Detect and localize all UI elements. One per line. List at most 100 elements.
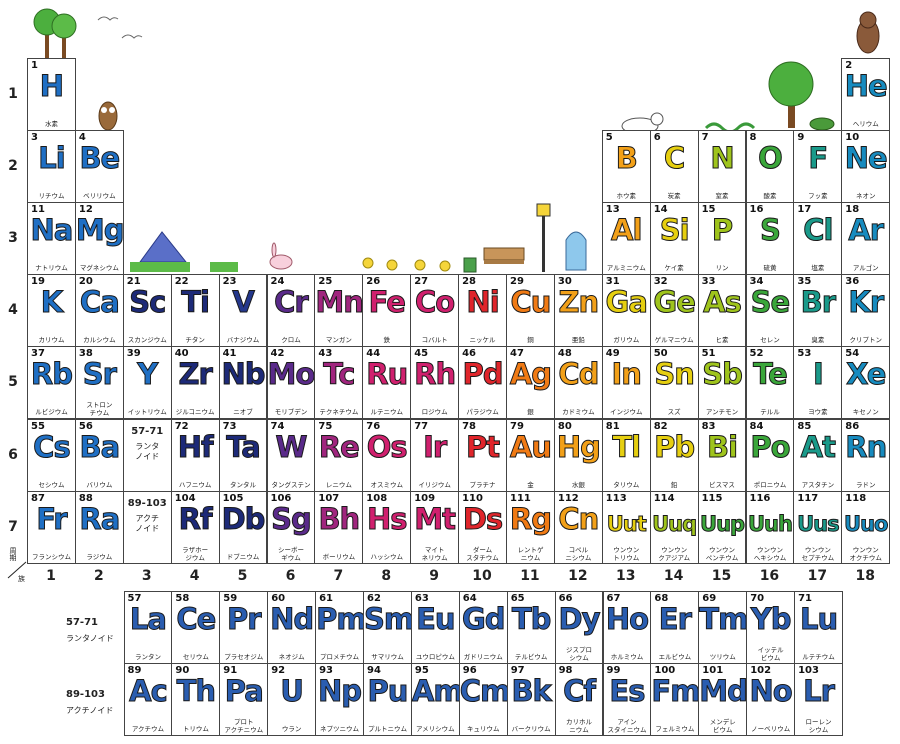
- element-symbol: Np: [318, 674, 363, 708]
- element-name-jp: ストロン チウム: [86, 401, 113, 418]
- element-name-jp: プロト アクチニウム: [224, 718, 264, 734]
- atomic-number: 56: [78, 420, 93, 432]
- element-name-jp: ガリウム: [613, 336, 640, 345]
- atomic-number: 69: [702, 593, 717, 604]
- element-cell: 19 K カリウム: [27, 274, 76, 348]
- element-cell: 56 Ba バリウム: [74, 418, 124, 492]
- atomic-number: 14: [653, 204, 668, 216]
- element-symbol: Xe: [846, 357, 887, 392]
- element-symbol: Yb: [750, 602, 792, 636]
- element-name-jp: プロメチウム: [320, 653, 360, 661]
- element-cell: 60 Nd ネオジム: [267, 591, 317, 664]
- element-cell: 98 Cf カリホル ニウム: [554, 663, 604, 736]
- period-label: 3: [8, 230, 18, 247]
- element-cell: 61 Pm プロメチウム: [315, 591, 367, 664]
- element-name-jp: ウンウン オクチウム: [849, 545, 882, 562]
- element-cell: 111 Rg レントゲ ニウム: [506, 490, 555, 564]
- atomic-number: 88: [78, 492, 93, 504]
- element-symbol: Lr: [803, 674, 836, 708]
- atomic-number: 99: [606, 665, 621, 676]
- element-name-jp: 銅: [527, 336, 534, 345]
- element-name-jp: コバルト: [421, 336, 448, 345]
- atomic-number: 63: [414, 593, 429, 604]
- group-label: 10: [472, 568, 492, 584]
- element-symbol: Am: [411, 674, 464, 708]
- element-name-jp: トリウム: [182, 725, 209, 733]
- element-cell: 23 V バナジウム: [218, 274, 268, 348]
- element-symbol: Na: [30, 213, 74, 248]
- atomic-number: 51: [701, 348, 716, 360]
- trash-bin-icon: [463, 257, 477, 273]
- atomic-number: 17: [797, 204, 812, 216]
- element-name-jp: オスミウム: [370, 480, 403, 489]
- series-name: アクチノイド: [66, 706, 114, 715]
- element-cell: 99 Es アイン スタイニウム: [602, 663, 652, 736]
- element-cell: 64 Gd ガドリニウム: [458, 591, 508, 664]
- atomic-number: 87: [31, 492, 45, 504]
- element-symbol: Cf: [563, 674, 597, 708]
- element-name-jp: カリホル ニウム: [566, 718, 593, 734]
- element-name-jp: ロジウム: [421, 408, 448, 417]
- element-name-jp: アクチウム: [131, 725, 165, 733]
- element-symbol: Te: [753, 357, 789, 392]
- element-symbol: Ar: [848, 213, 885, 248]
- atomic-number: 110: [462, 492, 483, 504]
- element-cell: 20 Ca カルシウム: [74, 274, 124, 348]
- element-symbol: C: [663, 141, 685, 176]
- element-name-jp: バリウム: [86, 480, 113, 489]
- atomic-number: 49: [605, 348, 620, 360]
- element-symbol: Rb: [30, 357, 73, 392]
- atomic-number: 83: [701, 420, 716, 432]
- atomic-number: 50: [653, 348, 668, 360]
- element-name-jp: タンタル: [230, 480, 257, 489]
- element-name-jp: アメリシウム: [415, 725, 455, 733]
- element-name-jp: ネオン: [855, 192, 876, 201]
- element-cell: 91 Pa プロト アクチニウム: [219, 663, 269, 736]
- period-label: 1: [8, 86, 18, 102]
- element-cell: 92 U ウラン: [267, 663, 317, 736]
- element-symbol: V: [232, 285, 255, 320]
- element-cell: 5 B ホウ素: [601, 130, 651, 204]
- element-cell: 17 Cl 塩素: [793, 202, 843, 276]
- atomic-number: 28: [462, 276, 477, 288]
- element-symbol: Gd: [461, 602, 506, 636]
- element-cell: 68 Er エルビウム: [650, 591, 700, 664]
- atomic-number: 98: [558, 665, 573, 676]
- atomic-number: 94: [367, 665, 381, 676]
- element-name-jp: フッ素: [808, 192, 828, 201]
- atomic-number: 13: [605, 204, 620, 216]
- element-symbol: K: [40, 285, 63, 320]
- element-symbol: N: [710, 141, 735, 176]
- element-cell: 27 Co コバルト: [410, 274, 460, 348]
- period-label: 5: [8, 374, 18, 391]
- atomic-number: 1: [31, 60, 38, 71]
- element-name-jp: リチウム: [38, 192, 65, 201]
- element-symbol: Uuq: [652, 511, 698, 536]
- atomic-number: 116: [749, 492, 771, 504]
- element-name-jp: キセノン: [852, 408, 879, 417]
- atomic-number: 3: [31, 132, 38, 144]
- element-cell: 16 S 硫黄: [745, 202, 795, 276]
- element-cell: 96 Cm キュリウム: [458, 663, 511, 736]
- element-name-jp: ネプツニウム: [320, 725, 360, 733]
- element-cell: 118 Uuo ウンウン オクチウム: [841, 490, 891, 564]
- element-symbol: Pt: [465, 429, 500, 464]
- element-name-jp: ホルミウム: [610, 653, 644, 661]
- element-name-jp: マイト ネリウム: [421, 545, 448, 562]
- element-name-jp: 亜鉛: [571, 336, 585, 345]
- element-symbol: Ne: [844, 141, 888, 176]
- element-cell: 30 Zn 亜鉛: [553, 274, 603, 348]
- group-label: 7: [333, 568, 344, 584]
- element-symbol: Mt: [414, 501, 457, 536]
- element-name-jp: レントゲ ニウム: [517, 545, 544, 562]
- element-name-jp: コペル ニシウム: [565, 545, 592, 562]
- element-symbol: No: [749, 674, 793, 708]
- atomic-number: 80: [557, 420, 572, 432]
- grass-icon: [210, 262, 238, 272]
- element-symbol: Cu: [510, 285, 552, 320]
- element-cell: 55 Cs セシウム: [27, 418, 76, 492]
- group-label: 11: [520, 568, 540, 584]
- element-cell: 32 Ge ゲルマニウム: [649, 274, 699, 348]
- element-symbol: Sc: [129, 285, 167, 320]
- element-symbol: Uup: [700, 511, 746, 536]
